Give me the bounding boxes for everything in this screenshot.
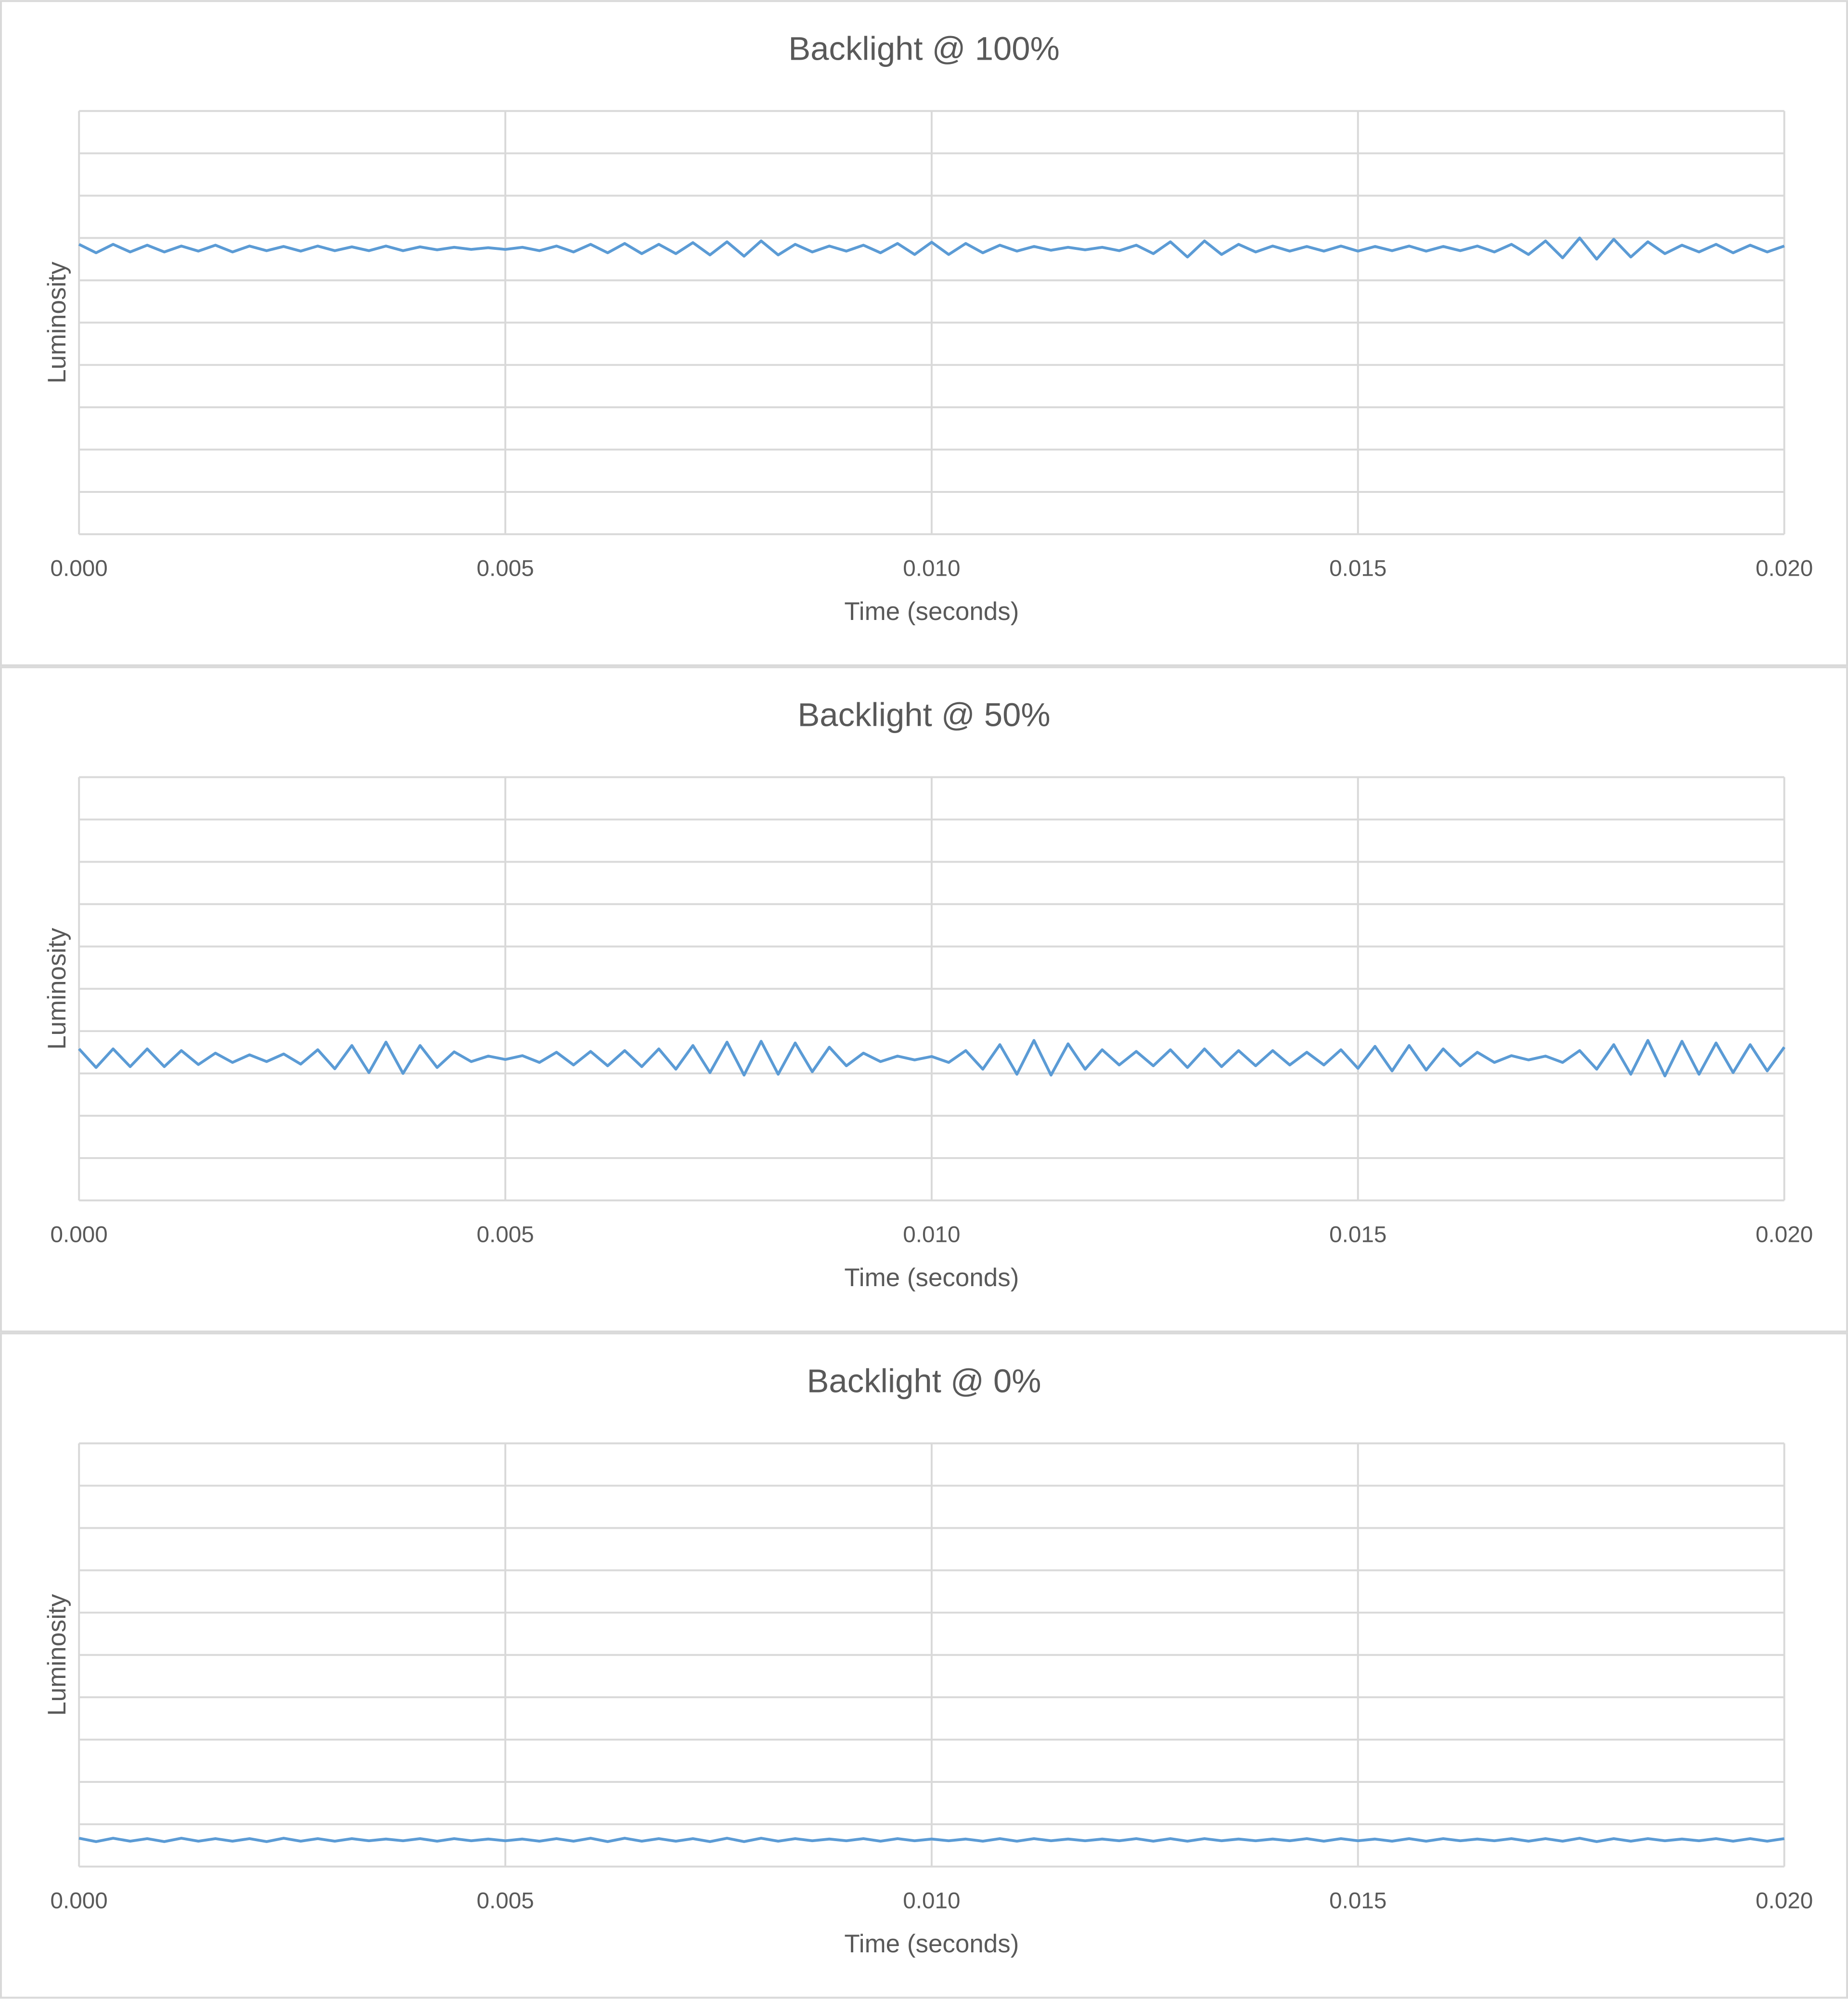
x-tick-label: 0.000 (51, 556, 108, 581)
x-tick-label: 0.015 (1329, 1222, 1386, 1248)
y-axis-title: Luminosity (43, 928, 71, 1050)
y-axis-title: Luminosity (43, 261, 71, 384)
x-tick-label: 0.005 (476, 1222, 534, 1248)
chart-title: Backlight @ 100% (788, 30, 1060, 67)
x-axis-title: Time (seconds) (844, 1930, 1019, 1958)
x-axis-title: Time (seconds) (844, 1264, 1019, 1292)
x-tick-label: 0.000 (51, 1222, 108, 1248)
data-line (78, 1039, 1785, 1078)
data-line (78, 236, 1785, 261)
x-tick-label: 0.020 (1756, 1222, 1813, 1248)
y-axis-title: Luminosity (43, 1594, 71, 1716)
x-tick-label: 0.005 (476, 1888, 534, 1914)
chart-panel: Backlight @ 100% 0.000 0.005 0.010 0.015 0.02… (0, 0, 1848, 667)
chart-title: Backlight @ 50% (797, 696, 1050, 733)
x-tick-label: 0.000 (51, 1888, 108, 1914)
x-tick-label: 0.010 (903, 556, 960, 581)
x-tick-label: 0.020 (1756, 556, 1813, 581)
x-axis-title: Time (seconds) (844, 597, 1019, 626)
x-tick-label: 0.020 (1756, 1888, 1813, 1914)
data-line (78, 1837, 1785, 1843)
chart-panel: Backlight @ 50% 0.000 0.005 0.010 0.015 0.020… (0, 666, 1848, 1333)
x-tick-label: 0.010 (903, 1888, 960, 1914)
chart-panel: Backlight @ 0% 0.000 0.005 0.010 0.015 0.020 T… (0, 1332, 1848, 1999)
x-tick-label: 0.005 (476, 556, 534, 581)
chart-title: Backlight @ 0% (807, 1362, 1041, 1399)
x-tick-label: 0.015 (1329, 1888, 1386, 1914)
x-tick-label: 0.010 (903, 1222, 960, 1248)
x-tick-label: 0.015 (1329, 556, 1386, 581)
